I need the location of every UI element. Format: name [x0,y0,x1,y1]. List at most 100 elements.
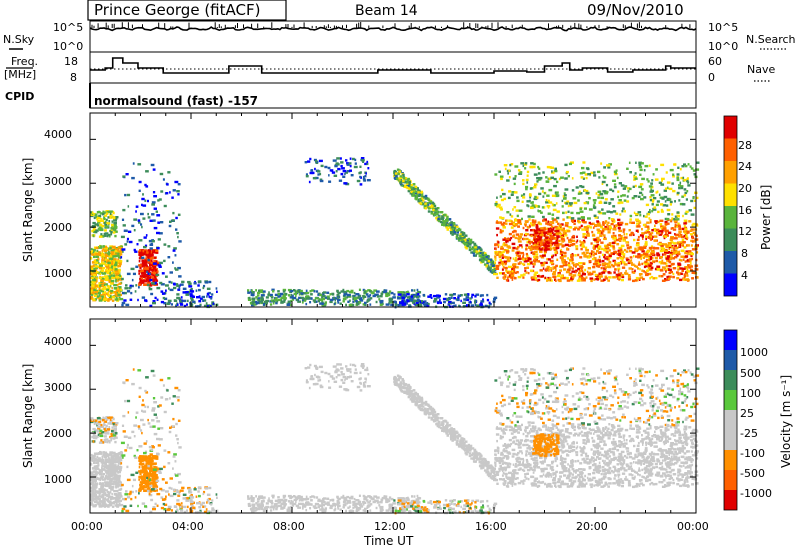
power-cell [90,288,94,291]
power-cell [690,252,694,256]
power-cell [407,189,411,193]
power-cell [102,245,105,248]
power-cell [671,217,674,220]
power-cell [560,277,562,280]
power-cell [596,222,601,225]
power-cell [555,264,558,268]
power-cell [506,271,510,274]
velocity-cell [107,453,111,456]
power-cell [155,210,158,213]
power-cell [674,256,678,259]
power-cell [567,257,569,260]
power-cell [101,295,104,298]
power-cell [650,188,653,191]
power-cell [336,157,340,160]
power-cell [660,225,664,228]
power-cell [539,238,542,241]
power-cell [502,221,506,225]
power-cell [123,299,127,302]
power-cell [189,294,194,298]
power-cell [517,169,521,172]
velocity-cell [92,456,96,460]
power-cell [551,254,554,258]
power-cell [376,290,380,293]
power-cell [497,203,501,207]
power-cell [369,290,371,293]
power-cell [532,221,536,224]
power-cell [556,235,560,239]
power-cell [376,293,379,296]
power-cell [94,223,99,226]
power-cell [505,219,509,222]
power-cell [97,258,100,261]
power-cell [560,256,564,259]
power-cell [558,231,561,234]
power-cell [678,227,682,231]
power-cell [506,179,510,182]
power-cell [503,249,508,252]
power-cell [520,251,524,255]
power-cell [651,250,655,254]
velocity-cell [90,453,93,457]
power-cell [656,247,660,250]
power-cell [318,298,321,301]
power-cell [586,231,589,234]
power-cell [660,275,664,278]
power-cell [618,278,620,281]
power-cell [438,219,441,223]
power-cell [527,238,531,242]
power-cell [495,221,499,224]
power-cell [99,223,103,226]
power-cell [663,189,667,192]
power-cell [661,248,666,251]
power-cell [575,247,579,251]
power-cell [115,272,120,275]
power-cell [405,181,408,184]
power-cell [530,229,534,232]
power-cell [305,295,310,298]
power-cell [352,300,355,303]
velocity-cell [108,473,112,476]
power-cell [415,292,418,295]
power-cell [617,190,620,193]
power-cell [689,268,693,272]
power-cell [144,183,147,187]
power-cell [482,251,485,254]
power-cell [597,210,601,213]
power-cell [198,280,200,284]
power-cell [613,186,617,189]
power-cell [568,226,571,229]
power-cell [160,290,164,293]
power-cell [257,297,261,300]
power-cell [133,218,138,221]
power-cell [531,278,535,281]
power-cell [684,260,687,263]
power-cell [517,257,521,261]
power-cell [270,296,274,299]
power-cell [495,227,500,230]
noise-tick-right-top: 10^5 [708,21,738,34]
power-cell [501,188,504,192]
power-cell [152,191,156,194]
velocity-cell [100,500,103,503]
power-cell [549,238,552,241]
power-cell [583,226,587,229]
power-cell [165,192,169,195]
power-cell [451,228,455,231]
power-cell [393,173,397,176]
power-cell [514,175,517,178]
power-cell [683,222,687,225]
velocity-cell [95,459,99,462]
power-cell [385,294,389,298]
power-cell [516,196,519,199]
power-cell [597,170,601,174]
power-cell [93,255,96,259]
power-cell [575,241,578,244]
power-cell [596,250,599,253]
velocity-cell [102,497,107,500]
power-cell [108,294,110,297]
power-cell [615,212,619,215]
power-cell [582,279,586,282]
power-cell [475,248,479,252]
power-cell [453,297,456,300]
